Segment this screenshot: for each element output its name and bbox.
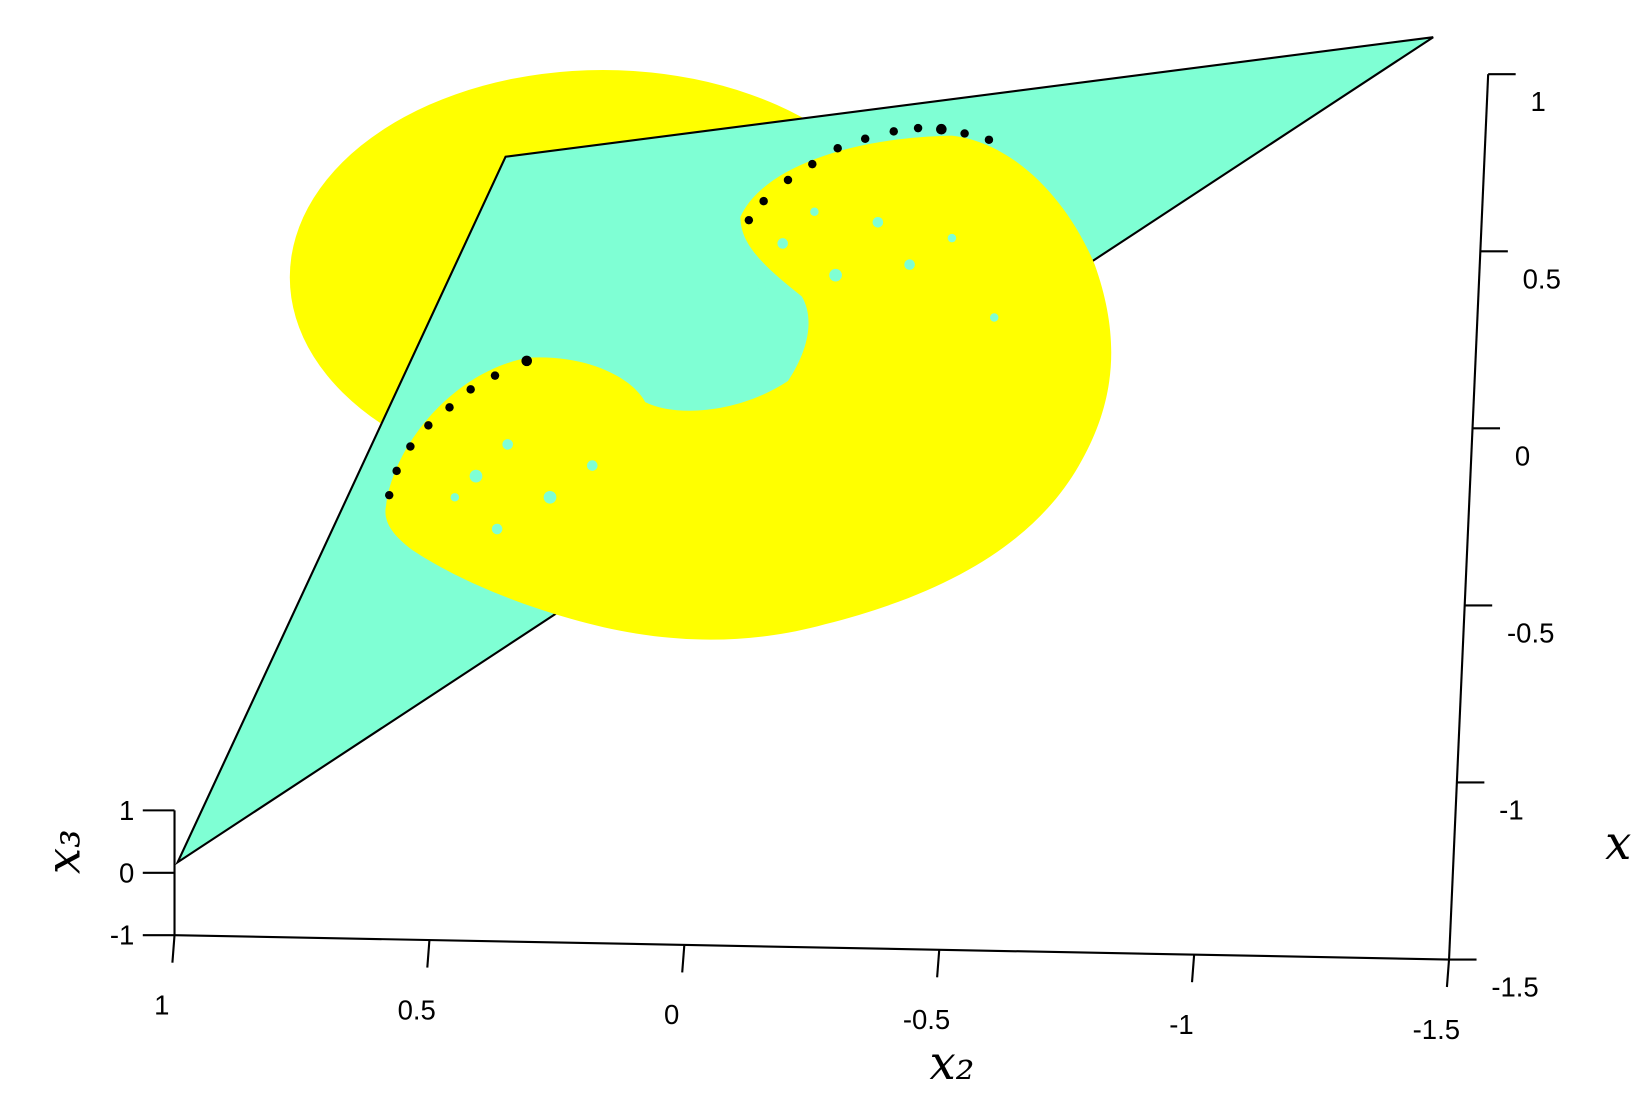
x2-tick-label: 0.5: [398, 994, 436, 1025]
x1-tick-label: -0.5: [1507, 617, 1554, 648]
x1-tick-label: 0: [1515, 440, 1530, 471]
x1-tick-label: 0.5: [1523, 263, 1561, 294]
x1-axis-label: x: [1605, 816, 1631, 870]
x2-tick: [681, 944, 686, 973]
plane-speckle: [450, 207, 999, 535]
x3-tick-label: -1: [110, 920, 134, 951]
boundary-points: [385, 123, 994, 500]
x2-tick: [171, 935, 176, 963]
x2-tick-label: -1: [1169, 1009, 1193, 1040]
x2-tick-label: -0.5: [903, 1004, 950, 1035]
x2-axis-label: x₂: [929, 1036, 974, 1090]
x1-axis: [1447, 74, 1490, 960]
x2-tick: [936, 949, 941, 978]
x2-tick-label: 1: [154, 990, 169, 1021]
x3-tick-label: 1: [119, 795, 134, 826]
x3-tick-label: 0: [119, 857, 134, 888]
x1-tick-label: -1.5: [1491, 972, 1538, 1003]
x2-tick-label: -1.5: [1413, 1014, 1460, 1045]
x3-axis-label: x₃: [36, 829, 90, 874]
x2-tick: [426, 939, 431, 968]
x1-tick-label: -1: [1499, 794, 1523, 825]
x2-tick: [1190, 954, 1196, 983]
x2-axis: [174, 934, 1450, 961]
x2-tick: [1445, 959, 1451, 988]
x1-tick-label: 1: [1530, 86, 1545, 117]
x2-tick-label: 0: [664, 999, 679, 1030]
point-cloud-front: [385, 135, 1112, 640]
